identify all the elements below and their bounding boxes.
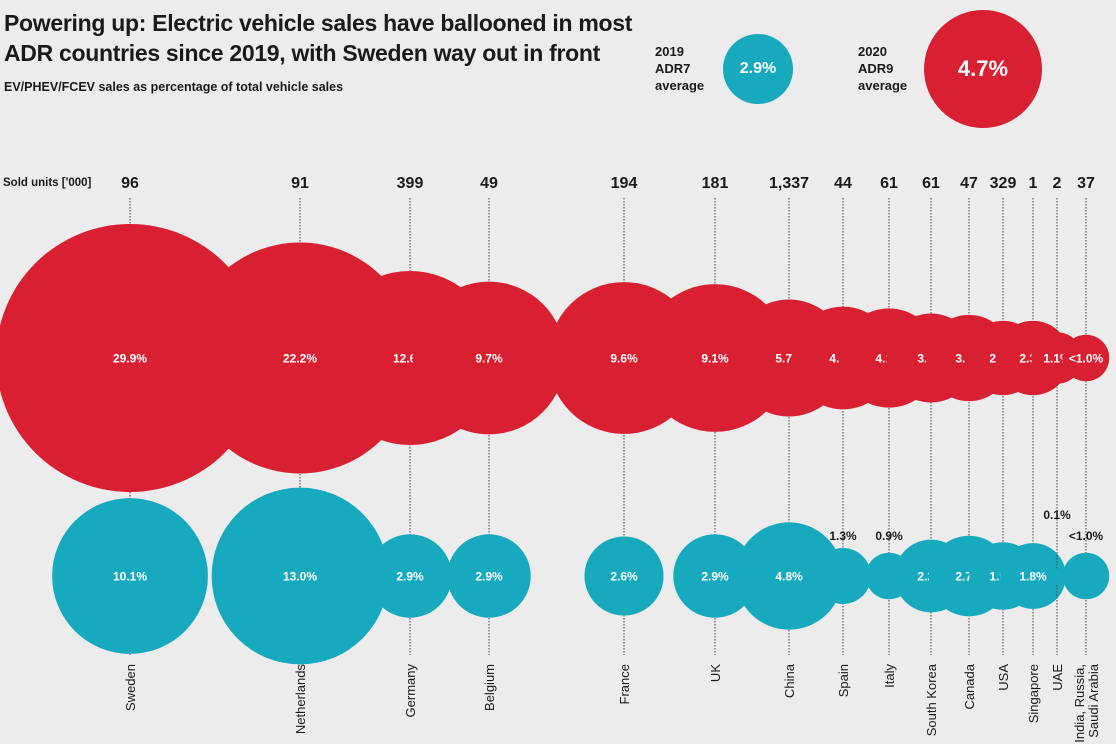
value-label-2019: 1.8% bbox=[1019, 570, 1047, 584]
bubble-2019 bbox=[447, 534, 531, 618]
country-name: South Korea bbox=[924, 663, 939, 736]
value-label-2019: 2.9% bbox=[396, 570, 424, 584]
sold-units-value: 329 bbox=[990, 175, 1017, 192]
value-label-2020: 29.9% bbox=[113, 352, 147, 366]
sold-units-value: 399 bbox=[397, 175, 424, 192]
sold-units-value: 194 bbox=[611, 175, 638, 192]
avg-2020-group: ADR9 bbox=[858, 61, 894, 76]
country-name-line: Germany bbox=[403, 664, 418, 718]
avg-2020-bubble: 4.7% bbox=[924, 10, 1042, 128]
sold-units-label: Sold units ['000] bbox=[3, 177, 92, 189]
bubble-2019 bbox=[1062, 552, 1110, 600]
country-name: Spain bbox=[836, 664, 851, 697]
chart-subtitle: EV/PHEV/FCEV sales as percentage of tota… bbox=[4, 80, 344, 94]
value-label-2019: 4.8% bbox=[775, 570, 803, 584]
value-label-2020: <1.0% bbox=[1069, 352, 1104, 366]
value-label-2019: 0.1% bbox=[1043, 508, 1071, 522]
bubble-2019 bbox=[1000, 543, 1066, 609]
bubble-2020 bbox=[1062, 334, 1110, 382]
sold-units-value: 181 bbox=[702, 175, 729, 192]
sold-units-value: 1,337 bbox=[769, 175, 809, 192]
sold-units-value: 61 bbox=[880, 175, 898, 192]
country-name: Canada bbox=[962, 663, 977, 709]
sold-units-value: 44 bbox=[834, 175, 852, 192]
avg-2020-year: 2020 bbox=[858, 44, 887, 59]
avg-2019-label: 2019 ADR7 average bbox=[655, 43, 704, 94]
bubble-2019 bbox=[584, 536, 664, 616]
bubble-2020 bbox=[0, 224, 264, 492]
sold-units-value: 49 bbox=[480, 175, 498, 192]
country-name: Singapore bbox=[1026, 664, 1041, 723]
country-name-line: Singapore bbox=[1026, 664, 1041, 723]
bubble-2019 bbox=[368, 534, 452, 618]
country-name-line: UAE bbox=[1050, 664, 1065, 691]
country-name: UAE bbox=[1050, 664, 1065, 691]
value-label-2020: 9.6% bbox=[610, 352, 638, 366]
avg-2019-group: ADR7 bbox=[655, 61, 691, 76]
chart-title-line-1: Powering up: Electric vehicle sales have… bbox=[4, 10, 633, 36]
country-name-line: China bbox=[782, 663, 797, 698]
bubble-2019 bbox=[1049, 568, 1065, 584]
avg-2020-value: 4.7% bbox=[957, 56, 1009, 81]
bubble-2019 bbox=[211, 487, 389, 665]
sold-units-value: 91 bbox=[291, 175, 309, 192]
country-name-line: Canada bbox=[962, 663, 977, 709]
bubble-2019 bbox=[673, 534, 757, 618]
sold-units-value: 37 bbox=[1077, 175, 1095, 192]
country-name: Netherlands bbox=[293, 664, 308, 735]
value-label-2019: 10.1% bbox=[113, 570, 147, 584]
chart-title: Powering up: Electric vehicle sales have… bbox=[4, 8, 632, 68]
country-name: India, Russia,Saudi Arabia bbox=[1072, 663, 1101, 743]
country-name-line: France bbox=[617, 664, 632, 704]
value-label-2020: 9.7% bbox=[475, 352, 503, 366]
value-label-2020: 9.1% bbox=[701, 352, 729, 366]
sold-units-value: 2 bbox=[1053, 175, 1062, 192]
avg-2020-word: average bbox=[858, 78, 908, 93]
sold-units-value: 47 bbox=[960, 175, 978, 192]
country-name-line: Belgium bbox=[482, 664, 497, 711]
value-label-2019: 13.0% bbox=[283, 570, 317, 584]
country-name: Belgium bbox=[482, 664, 497, 711]
chart-title-line-2: ADR countries since 2019, with Sweden wa… bbox=[4, 40, 600, 66]
sold-units-value: 1 bbox=[1029, 175, 1038, 192]
sold-units-value: 61 bbox=[922, 175, 940, 192]
value-label-2019: 0.9% bbox=[875, 529, 903, 543]
country-name-line: Saudi Arabia bbox=[1086, 663, 1101, 737]
country-name: Italy bbox=[882, 664, 897, 688]
country-name-line: Netherlands bbox=[293, 664, 308, 735]
value-label-2020: 22.2% bbox=[283, 352, 317, 366]
country-name-line: UK bbox=[708, 664, 723, 682]
avg-2020-label: 2020 ADR9 average bbox=[858, 43, 907, 94]
bubble-2019 bbox=[735, 522, 843, 630]
avg-2019-word: average bbox=[655, 78, 705, 93]
country-name: Germany bbox=[403, 664, 418, 718]
bubble-2019 bbox=[52, 498, 208, 654]
value-label-2019: 2.9% bbox=[475, 570, 503, 584]
country-name-line: South Korea bbox=[924, 663, 939, 736]
country-name-line: Italy bbox=[882, 664, 897, 688]
country-name-line: Spain bbox=[836, 664, 851, 697]
sold-units-value: 96 bbox=[121, 175, 139, 192]
country-name-line: USA bbox=[996, 664, 1011, 691]
country-name-line: Sweden bbox=[123, 664, 138, 711]
avg-2019-bubble: 2.9% bbox=[723, 34, 793, 104]
country-name: UK bbox=[708, 664, 723, 682]
value-label-2019: 1.3% bbox=[829, 529, 857, 543]
value-label-2019: 2.6% bbox=[610, 570, 638, 584]
country-name-line: India, Russia, bbox=[1072, 664, 1087, 743]
country-name: France bbox=[617, 664, 632, 704]
country-name: Sweden bbox=[123, 664, 138, 711]
value-label-2019: 2.9% bbox=[701, 570, 729, 584]
avg-2019-year: 2019 bbox=[655, 44, 684, 59]
bubble-2020 bbox=[412, 281, 566, 435]
avg-2019-value: 2.9% bbox=[739, 60, 777, 77]
country-name: China bbox=[782, 663, 797, 698]
value-label-2019: <1.0% bbox=[1069, 529, 1104, 543]
bubble-2019 bbox=[815, 548, 871, 604]
country-name: USA bbox=[996, 664, 1011, 691]
